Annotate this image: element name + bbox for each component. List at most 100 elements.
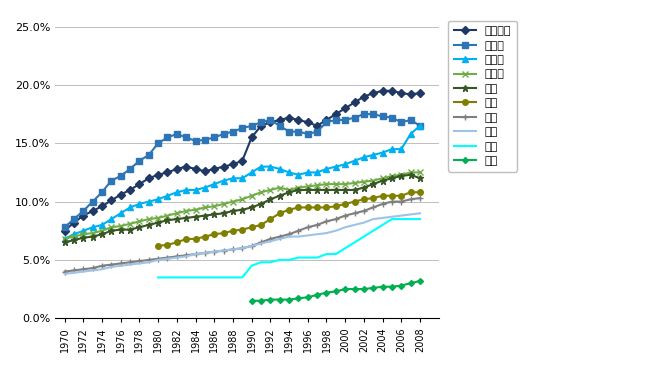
- 호주: [117, 264, 125, 268]
- 영국: [182, 216, 190, 220]
- 일본: [341, 246, 349, 250]
- 노르웨이: [341, 106, 349, 110]
- 호주: [266, 239, 274, 243]
- 호주: [257, 241, 265, 246]
- 영국: [369, 182, 377, 186]
- 프랑스: [332, 182, 340, 186]
- 독일: [416, 196, 424, 200]
- 일본: [164, 275, 172, 280]
- Line: 스웨덴: 스웨덴: [62, 123, 423, 242]
- 한국: [360, 287, 368, 291]
- 스웨덴: [397, 147, 405, 151]
- 프랑스: [107, 225, 115, 229]
- 독일: [257, 240, 265, 245]
- 스웨덴: [276, 167, 283, 171]
- 독일: [135, 259, 143, 263]
- 프랑스: [248, 193, 255, 198]
- 덴마크: [304, 132, 311, 136]
- 프랑스: [164, 213, 172, 218]
- 노르웨이: [89, 209, 97, 213]
- 영국: [145, 223, 153, 227]
- 일본: [294, 255, 302, 260]
- 노르웨이: [294, 118, 302, 122]
- 일본: [407, 217, 415, 221]
- 호주: [322, 231, 330, 235]
- 영국: [154, 221, 162, 225]
- 노르웨이: [154, 172, 162, 177]
- 노르웨이: [211, 167, 218, 171]
- 노르웨이: [388, 88, 396, 93]
- 독일: [322, 219, 330, 224]
- 노르웨이: [266, 120, 274, 124]
- 일본: [369, 229, 377, 233]
- 덴마크: [294, 130, 302, 134]
- 호주: [182, 254, 190, 259]
- 호주: [173, 255, 181, 260]
- 스웨덴: [416, 124, 424, 128]
- 스웨덴: [182, 188, 190, 192]
- 미국: [211, 232, 218, 236]
- 미국: [388, 193, 396, 198]
- 미국: [322, 205, 330, 210]
- 일본: [154, 275, 162, 280]
- 영국: [304, 188, 311, 192]
- 노르웨이: [117, 192, 125, 197]
- 덴마크: [145, 153, 153, 157]
- 일본: [201, 275, 209, 280]
- 덴마크: [360, 112, 368, 116]
- 영국: [60, 240, 68, 245]
- 호주: [341, 225, 349, 229]
- 덴마크: [229, 130, 237, 134]
- Line: 일본: 일본: [158, 219, 420, 277]
- 프랑스: [397, 172, 405, 177]
- 프랑스: [313, 183, 321, 188]
- 노르웨이: [79, 213, 87, 218]
- 노르웨이: [407, 92, 415, 97]
- 덴마크: [379, 114, 387, 119]
- 미국: [407, 190, 415, 195]
- 덴마크: [416, 124, 424, 128]
- 독일: [276, 235, 283, 239]
- 노르웨이: [145, 176, 153, 181]
- 프랑스: [322, 182, 330, 186]
- 일본: [350, 240, 358, 245]
- 노르웨이: [107, 198, 115, 203]
- 프랑스: [60, 237, 68, 241]
- 스웨덴: [369, 153, 377, 157]
- 노르웨이: [229, 162, 237, 167]
- 독일: [145, 258, 153, 262]
- 일본: [173, 275, 181, 280]
- 덴마크: [192, 139, 200, 143]
- 독일: [229, 247, 237, 252]
- 프랑스: [294, 185, 302, 190]
- 프랑스: [266, 188, 274, 192]
- 미국: [313, 205, 321, 210]
- 노르웨이: [248, 135, 255, 140]
- 덴마크: [341, 118, 349, 122]
- 독일: [79, 267, 87, 272]
- 노르웨이: [201, 169, 209, 174]
- 호주: [379, 216, 387, 220]
- 프랑스: [360, 179, 368, 184]
- 스웨덴: [248, 170, 255, 175]
- 호주: [416, 211, 424, 215]
- 한국: [332, 289, 340, 294]
- 호주: [369, 217, 377, 221]
- 스웨덴: [266, 164, 274, 169]
- 노르웨이: [397, 91, 405, 95]
- 영국: [192, 215, 200, 219]
- 일본: [248, 264, 255, 268]
- Line: 미국: 미국: [155, 189, 422, 249]
- 일본: [322, 252, 330, 256]
- 일본: [332, 252, 340, 256]
- 독일: [397, 199, 405, 204]
- 프랑스: [126, 222, 134, 226]
- 독일: [379, 202, 387, 206]
- 스웨덴: [173, 190, 181, 195]
- 영국: [89, 235, 97, 239]
- 일본: [285, 258, 293, 262]
- 덴마크: [211, 135, 218, 140]
- 프랑스: [117, 224, 125, 228]
- 스웨덴: [117, 211, 125, 215]
- 독일: [248, 244, 255, 248]
